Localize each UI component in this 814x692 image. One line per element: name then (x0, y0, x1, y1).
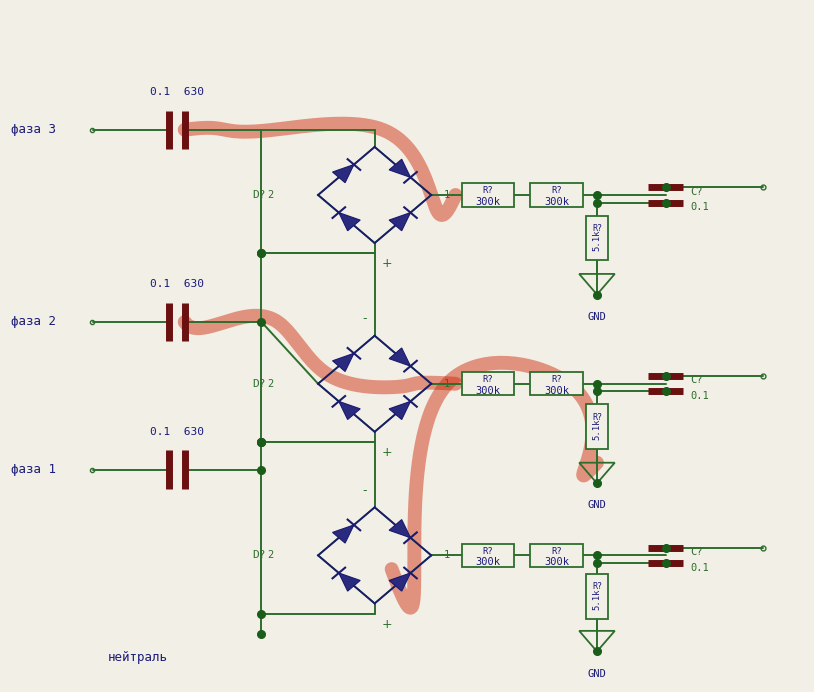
FancyBboxPatch shape (530, 544, 583, 567)
Text: C?: C? (690, 375, 702, 385)
Text: 5.1k: 5.1k (593, 230, 602, 251)
FancyBboxPatch shape (530, 372, 583, 395)
Text: 1: 1 (444, 550, 449, 561)
Polygon shape (333, 354, 354, 372)
Text: 0.1  630: 0.1 630 (150, 426, 204, 437)
Text: 2: 2 (267, 550, 274, 561)
Polygon shape (333, 165, 354, 183)
Polygon shape (339, 212, 361, 230)
FancyBboxPatch shape (585, 216, 608, 260)
Polygon shape (389, 159, 410, 177)
Polygon shape (339, 401, 361, 419)
Text: 0.1: 0.1 (690, 563, 709, 573)
Text: 300k: 300k (544, 197, 569, 207)
Text: фаза 3: фаза 3 (11, 123, 56, 136)
Text: R?: R? (483, 186, 493, 195)
Text: 1: 1 (444, 379, 449, 389)
Polygon shape (389, 520, 410, 538)
Text: GND: GND (588, 311, 606, 322)
FancyBboxPatch shape (462, 372, 514, 395)
Text: 0.1  630: 0.1 630 (150, 279, 204, 289)
Text: D?: D? (252, 550, 265, 561)
FancyBboxPatch shape (462, 544, 514, 567)
Text: 300k: 300k (475, 197, 501, 207)
Text: -: - (363, 484, 367, 497)
Text: R?: R? (551, 547, 562, 556)
Text: 300k: 300k (475, 557, 501, 567)
Text: C?: C? (690, 547, 702, 557)
Text: фаза 2: фаза 2 (11, 316, 56, 329)
Text: GND: GND (588, 500, 606, 511)
Text: GND: GND (588, 668, 606, 679)
Text: D?: D? (252, 190, 265, 200)
FancyBboxPatch shape (585, 574, 608, 619)
Polygon shape (389, 401, 410, 419)
Text: 300k: 300k (475, 385, 501, 396)
Text: 0.1: 0.1 (690, 391, 709, 401)
Text: R?: R? (551, 186, 562, 195)
Text: +: + (382, 617, 392, 630)
Polygon shape (389, 348, 410, 366)
Text: R?: R? (592, 224, 602, 233)
Text: 0.1  630: 0.1 630 (150, 86, 204, 97)
Polygon shape (389, 212, 410, 230)
Polygon shape (389, 573, 410, 591)
Text: R?: R? (483, 375, 493, 384)
Text: +: + (382, 446, 392, 459)
Text: 5.1k: 5.1k (593, 589, 602, 610)
Text: R?: R? (592, 412, 602, 421)
Text: 0.1: 0.1 (690, 202, 709, 212)
Text: 2: 2 (267, 379, 274, 389)
Text: R?: R? (592, 583, 602, 592)
Polygon shape (339, 573, 361, 591)
Text: 2: 2 (267, 190, 274, 200)
Text: R?: R? (483, 547, 493, 556)
FancyBboxPatch shape (585, 404, 608, 449)
FancyBboxPatch shape (530, 183, 583, 207)
Text: D?: D? (252, 379, 265, 389)
Text: +: + (382, 257, 392, 270)
Text: R?: R? (551, 375, 562, 384)
Text: 5.1k: 5.1k (593, 419, 602, 440)
Polygon shape (333, 525, 354, 543)
Text: 300k: 300k (544, 385, 569, 396)
FancyBboxPatch shape (462, 183, 514, 207)
Text: нейтраль: нейтраль (108, 651, 168, 664)
Text: 1: 1 (444, 190, 449, 200)
Text: -: - (363, 123, 367, 136)
Text: -: - (363, 312, 367, 325)
Text: фаза 1: фаза 1 (11, 463, 56, 476)
Text: C?: C? (690, 187, 702, 197)
Text: 300k: 300k (544, 557, 569, 567)
